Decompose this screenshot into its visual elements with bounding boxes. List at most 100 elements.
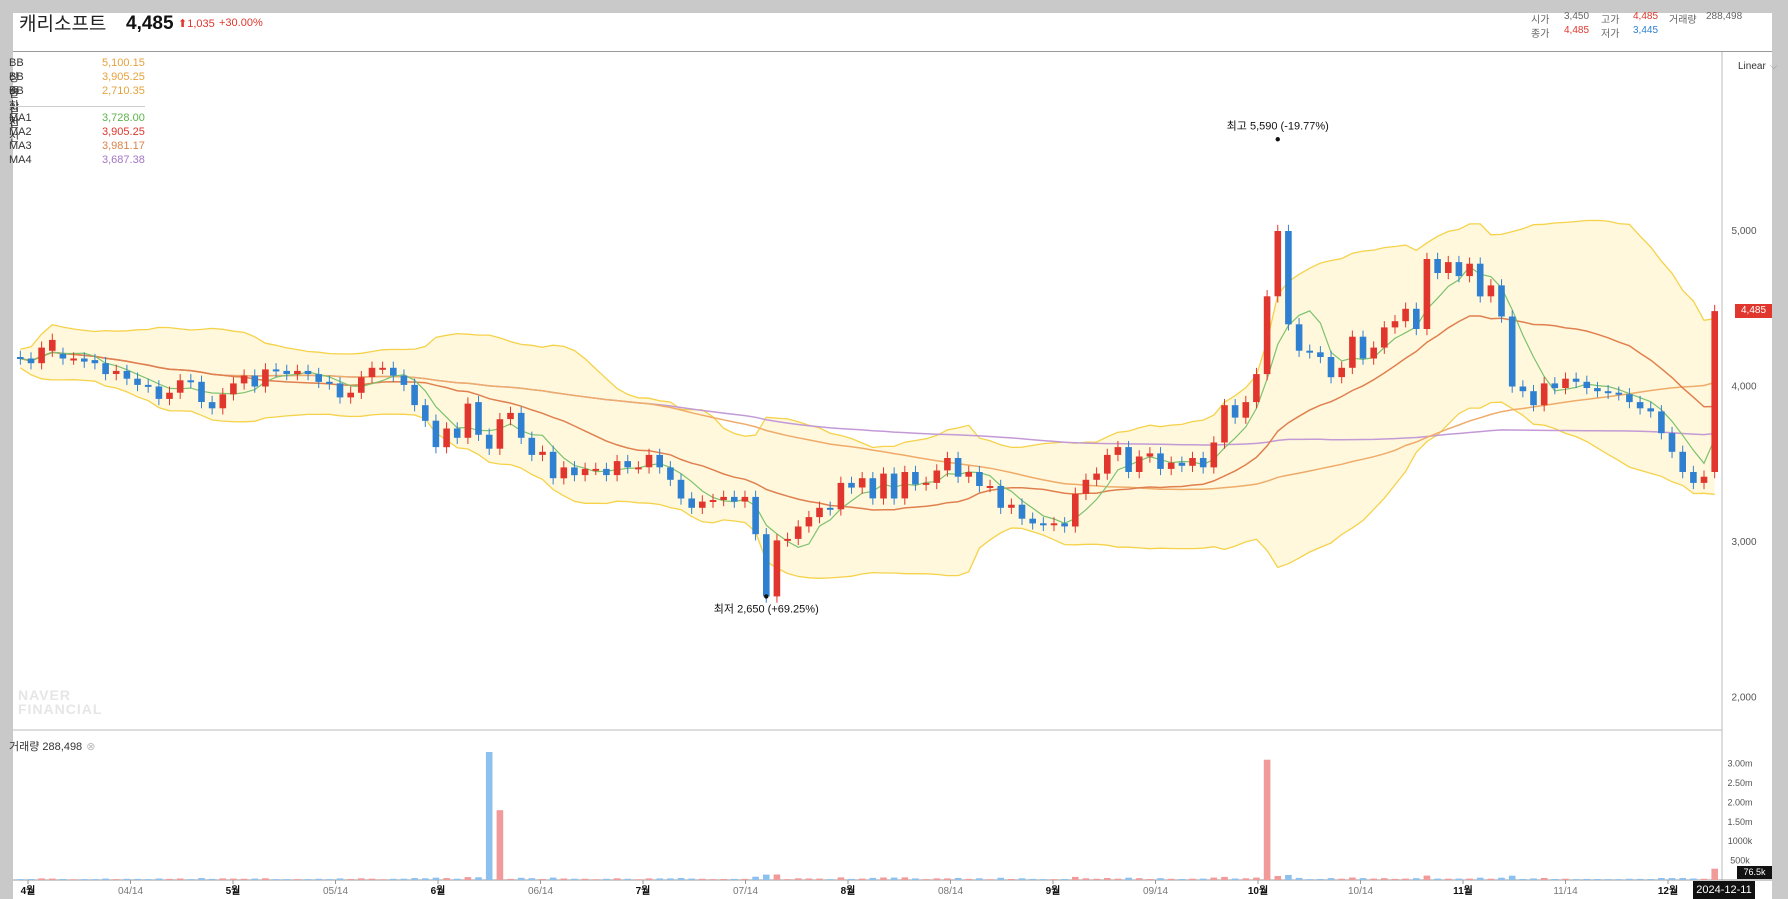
volume-bar <box>645 878 653 880</box>
candle-body <box>997 486 1004 508</box>
candle-body <box>1050 523 1058 526</box>
ma3-label: MA3 <box>9 140 32 152</box>
volume-bar <box>1306 879 1313 880</box>
candle-body <box>688 498 695 508</box>
candle-body <box>1008 504 1015 508</box>
volume-bar <box>485 752 493 880</box>
volume-bar <box>699 878 706 880</box>
volume-bar <box>1221 876 1228 880</box>
volume-panel-label: 거래량 288,498 ⊗ <box>9 741 96 753</box>
volume-bar <box>240 878 248 880</box>
candle-body <box>1530 391 1537 406</box>
candle-body <box>240 375 248 384</box>
volume-bar <box>134 878 141 880</box>
ma1-value: 3,728.00 <box>102 112 145 124</box>
volume-bar <box>1700 878 1708 880</box>
volume-bar <box>422 878 429 880</box>
volume-bar <box>1487 878 1495 880</box>
volume-bar <box>283 879 290 880</box>
candle-body <box>965 472 972 477</box>
volume-bar <box>1125 877 1132 880</box>
volume-bar <box>112 879 120 880</box>
volume-bar <box>976 878 983 880</box>
volume-tick-label: 2.00m <box>1727 797 1752 807</box>
candle-body <box>603 468 610 476</box>
candle-body <box>1604 391 1612 394</box>
volume-bar <box>1466 878 1473 880</box>
volume-label-header: 거래량 <box>1669 15 1697 26</box>
candle-body <box>390 367 397 376</box>
x-tick-label: 05/14 <box>323 886 348 897</box>
candle-body <box>528 437 536 455</box>
volume-bar <box>635 879 642 880</box>
volume-bar <box>1040 879 1047 880</box>
ma4-value: 3,687.38 <box>102 154 145 166</box>
volume-bar <box>1008 879 1015 880</box>
volume-bar <box>1615 879 1623 880</box>
volume-bar <box>507 878 514 880</box>
stock-name: 캐리소프트 <box>19 14 107 35</box>
candle-body <box>464 403 472 438</box>
candle-body <box>1700 476 1708 483</box>
candle-body <box>1327 357 1335 378</box>
volume-bar <box>517 877 525 880</box>
candle-body <box>645 454 653 468</box>
candle-body <box>922 482 930 485</box>
bb-lower-line <box>19 367 1715 579</box>
low-value: 3,445 <box>1633 25 1659 36</box>
volume-bar <box>1050 879 1058 880</box>
candle-body <box>1306 350 1313 353</box>
candle-body <box>1167 462 1175 469</box>
y-tick-label: 5,000 <box>1731 226 1756 237</box>
volume-bar <box>890 877 898 880</box>
candle-body <box>1551 383 1559 389</box>
candle-body <box>49 339 56 351</box>
candle-body <box>304 370 312 374</box>
volume-bar <box>1604 879 1612 880</box>
volume-bar <box>1231 878 1239 880</box>
candle-body <box>1274 231 1282 297</box>
candle-body <box>1061 523 1068 527</box>
volume-bar <box>539 879 546 880</box>
volume-bar <box>1072 876 1079 880</box>
scale-mode-dropdown[interactable]: Linear ⌵ <box>1738 61 1778 72</box>
x-tick-label: 09/14 <box>1143 886 1168 897</box>
candle-body <box>773 540 781 597</box>
candle-body <box>1498 285 1505 317</box>
volume-tick-label: 3.00m <box>1727 759 1752 769</box>
volume-bar <box>1295 877 1303 880</box>
candle-body <box>27 358 35 364</box>
candle-body <box>635 467 642 470</box>
candle-body <box>1210 442 1218 468</box>
ma2-label: MA2 <box>9 126 32 138</box>
volume-bar <box>294 879 301 880</box>
candle-body <box>624 461 631 468</box>
close-icon[interactable]: ⊗ <box>86 741 96 753</box>
volume-bar <box>954 878 962 880</box>
extreme-marker <box>764 594 769 599</box>
ma1-line <box>20 265 1716 548</box>
candle-body <box>677 479 685 499</box>
volume-bar <box>379 879 386 880</box>
candle-body <box>805 517 813 527</box>
candle-body <box>1242 402 1250 418</box>
candle-body <box>475 402 482 435</box>
candle-body <box>176 380 184 393</box>
volume-bar <box>741 878 749 880</box>
volume-bar <box>1413 878 1420 880</box>
candle-body <box>933 470 941 483</box>
open-label: 시가 <box>1531 15 1550 26</box>
bb-mid-value: 3,905.25 <box>102 71 145 83</box>
y-tick-label: 3,000 <box>1731 537 1756 548</box>
volume-bar <box>1476 877 1484 880</box>
candle-body <box>976 472 983 486</box>
candle-body <box>81 358 88 362</box>
candle-body <box>358 377 365 393</box>
candle-body <box>91 360 99 364</box>
candle-body <box>336 383 344 398</box>
up-arrow-icon: ⬆ <box>178 18 188 30</box>
volume-bar <box>1540 878 1548 880</box>
volume-bar <box>1114 878 1122 880</box>
candle-body <box>485 434 493 449</box>
